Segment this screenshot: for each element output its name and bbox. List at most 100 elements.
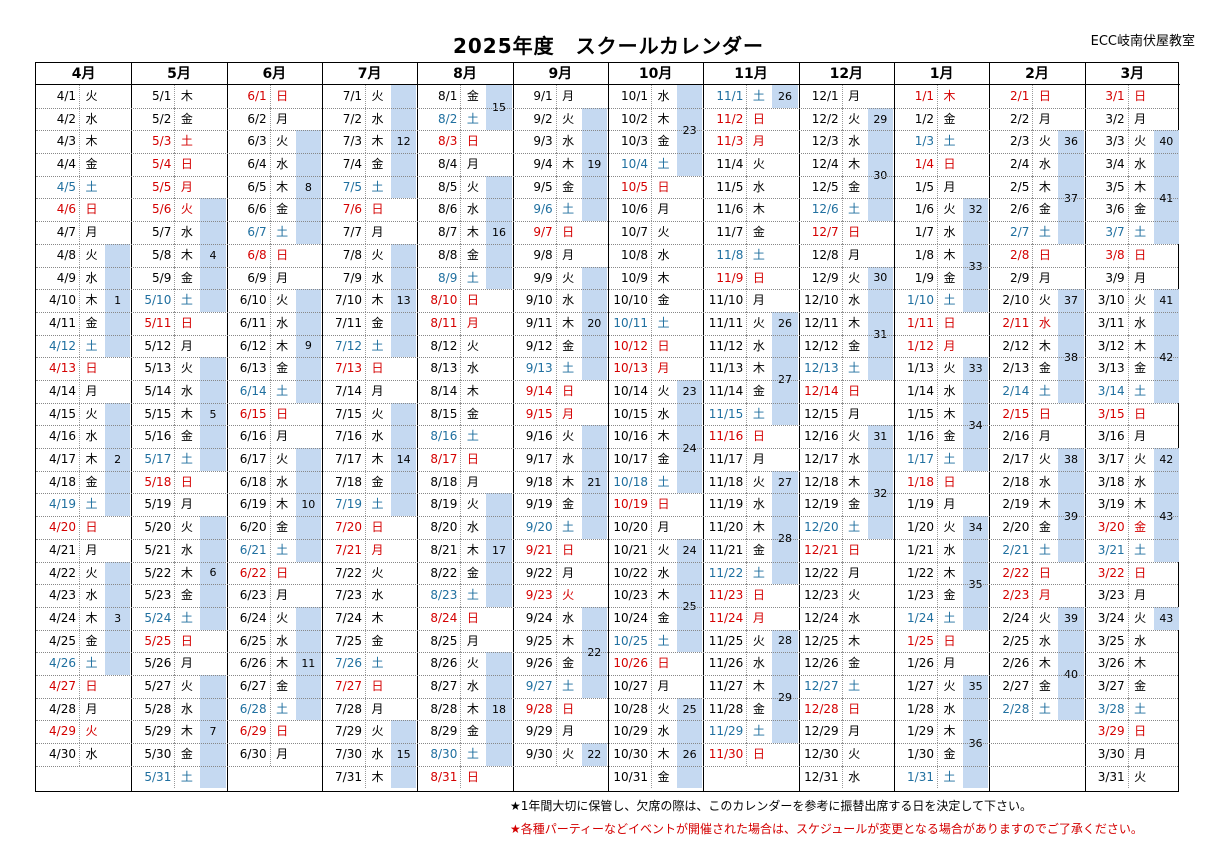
day-weekday: 木 (937, 561, 961, 585)
day-weekday: 水 (841, 289, 866, 312)
day-date: 4/26 (49, 656, 76, 671)
day-date: 4/10 (49, 293, 76, 308)
day-date: 12/7 (811, 225, 839, 240)
day-weekday: 日 (1032, 243, 1056, 267)
day-weekday: 月 (651, 198, 675, 222)
day-weekday: 日 (365, 516, 389, 539)
day-weekday: 水 (1032, 470, 1056, 494)
day-weekday: 土 (460, 584, 484, 607)
day-date: 2/24 (1002, 610, 1030, 625)
day-weekday: 木 (651, 743, 675, 766)
day-weekday: 木 (79, 448, 103, 471)
column-divider (989, 63, 991, 791)
day-weekday: 水 (937, 697, 961, 721)
day-date: 8/15 (430, 406, 458, 421)
day-weekday: 水 (651, 720, 675, 744)
week-number: 27 (772, 334, 798, 426)
day-weekday: 金 (1032, 675, 1056, 698)
day-date: 9/8 (533, 247, 553, 262)
day-weekday: 日 (1127, 561, 1152, 585)
day-weekday: 土 (365, 175, 389, 199)
day-date: 3/17 (1097, 452, 1125, 467)
day-weekday: 金 (841, 175, 866, 199)
day-weekday: 木 (269, 652, 294, 675)
day-date: 6/12 (239, 338, 267, 353)
day-weekday: 火 (1032, 448, 1056, 471)
day-date: 3/28 (1097, 701, 1125, 716)
day-date: 1/5 (914, 179, 934, 194)
day-weekday: 木 (746, 357, 770, 380)
column-divider (226, 63, 228, 791)
day-weekday: 月 (79, 538, 103, 562)
day-weekday: 木 (460, 380, 484, 403)
day-date: 12/23 (804, 588, 839, 603)
day-date: 11/15 (708, 406, 744, 421)
week-number: 36 (1058, 130, 1084, 154)
day-weekday: 金 (460, 561, 484, 585)
day-weekday: 月 (1032, 425, 1056, 449)
day-weekday: 月 (1032, 584, 1056, 607)
day-date: 9/16 (525, 429, 553, 444)
day-date: 12/5 (811, 179, 839, 194)
day-weekday: 日 (746, 743, 770, 766)
day-date: 10/23 (613, 588, 648, 603)
day-date: 5/13 (144, 361, 172, 376)
row-line (36, 402, 1178, 404)
day-weekday: 日 (79, 198, 103, 222)
day-weekday: 月 (460, 311, 484, 335)
day-date: 6/29 (239, 724, 267, 739)
day-weekday: 火 (651, 380, 675, 403)
day-weekday: 火 (1127, 448, 1152, 471)
week-number: 29 (867, 107, 893, 131)
day-weekday: 月 (651, 675, 675, 698)
day-date: 5/2 (152, 111, 172, 126)
row-line (36, 470, 1178, 472)
day-weekday: 日 (269, 561, 294, 585)
day-weekday: 土 (746, 402, 770, 426)
day-date: 8/16 (430, 429, 458, 444)
day-date: 5/27 (144, 679, 172, 693)
day-date: 10/8 (621, 247, 648, 262)
day-date: 12/28 (804, 701, 839, 716)
day-date: 3/15 (1097, 406, 1125, 421)
school-name: ECC岐南伏屋教室 (1090, 34, 1195, 49)
column-divider (417, 63, 419, 791)
calendar-grid: 4月 1 2 3 4/1 火 4/2 水 4/3 木 4/4 金 4/5 土 4/6 日 4/7 月 4/8 火 4/9… (35, 62, 1180, 792)
day-date: 1/9 (914, 270, 934, 285)
day-date: 2/23 (1002, 588, 1030, 603)
day-weekday: 火 (1127, 130, 1152, 154)
day-date: 11/12 (708, 338, 744, 353)
day-date: 7/10 (335, 293, 362, 308)
day-weekday: 日 (269, 402, 294, 426)
day-weekday: 火 (365, 561, 389, 585)
day-weekday: 日 (937, 153, 961, 176)
day-date: 8/20 (430, 520, 458, 535)
day-weekday: 金 (365, 470, 389, 494)
day-date: 4/11 (49, 315, 76, 330)
day-date: 3/27 (1097, 679, 1125, 693)
day-date: 1/12 (907, 338, 934, 353)
day-date: 2/9 (1010, 270, 1030, 285)
month-header: 10月 (608, 63, 704, 85)
day-date: 8/23 (430, 588, 458, 603)
week-number: 25 (677, 561, 703, 653)
week-number: 23 (677, 380, 703, 403)
day-weekday: 水 (269, 629, 294, 653)
day-date: 9/24 (525, 610, 553, 625)
day-date: 7/22 (335, 565, 362, 580)
day-date: 6/3 (247, 134, 267, 149)
day-date: 3/9 (1105, 270, 1125, 285)
week-number: 3 (105, 561, 131, 675)
week-number: 25 (677, 697, 703, 721)
day-date: 1/7 (914, 225, 934, 240)
day-date: 3/23 (1097, 588, 1125, 603)
day-date: 9/3 (533, 134, 553, 149)
day-weekday: 金 (937, 266, 961, 290)
day-weekday: 火 (841, 425, 866, 449)
day-date: 10/20 (613, 520, 648, 535)
day-weekday: 日 (937, 311, 961, 335)
day-weekday: 日 (460, 606, 484, 630)
week-number: 32 (867, 448, 893, 539)
day-weekday: 土 (460, 266, 484, 290)
day-date: 2/10 (1002, 293, 1030, 308)
